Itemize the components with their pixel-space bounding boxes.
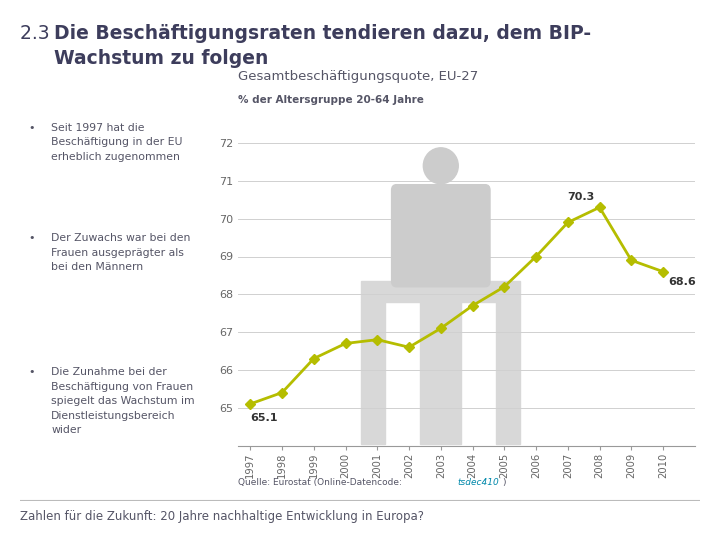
Text: •: • [28, 233, 35, 244]
Text: tsdec410: tsdec410 [457, 478, 499, 487]
Text: Zahlen für die Zukunft: 20 Jahre nachhaltige Entwicklung in Europa?: Zahlen für die Zukunft: 20 Jahre nachhal… [20, 510, 424, 523]
Bar [361, 302, 385, 444]
Text: •: • [28, 123, 35, 133]
FancyBboxPatch shape [392, 185, 490, 287]
Bar [361, 281, 520, 302]
Ellipse shape [423, 148, 458, 184]
Text: Seit 1997 hat die
Beschäftigung in der EU
erheblich zugenommen: Seit 1997 hat die Beschäftigung in der E… [51, 123, 183, 161]
Text: % der Altersgruppe 20-64 Jahre: % der Altersgruppe 20-64 Jahre [238, 95, 423, 105]
Text: 70.3: 70.3 [567, 192, 595, 202]
Text: ): ) [502, 478, 505, 487]
Text: 65.1: 65.1 [251, 414, 278, 423]
Text: Die Zunahme bei der
Beschäftigung von Frauen
spiegelt das Wachstum im
Dienstleis: Die Zunahme bei der Beschäftigung von Fr… [51, 367, 195, 435]
Bar [420, 302, 462, 444]
Text: 68.6: 68.6 [668, 278, 696, 287]
Text: •: • [28, 367, 35, 377]
Text: 2.3: 2.3 [20, 24, 55, 43]
Text: Gesamtbeschäftigungsquote, EU-27: Gesamtbeschäftigungsquote, EU-27 [238, 70, 478, 83]
Text: Wachstum zu folgen: Wachstum zu folgen [54, 49, 269, 68]
Text: Quelle: Eurostat (Online-Datencode:: Quelle: Eurostat (Online-Datencode: [238, 478, 405, 487]
Text: Der Zuwachs war bei den
Frauen ausgeprägter als
bei den Männern: Der Zuwachs war bei den Frauen ausgepräg… [51, 233, 191, 272]
Text: Die Beschäftigungsraten tendieren dazu, dem BIP-: Die Beschäftigungsraten tendieren dazu, … [54, 24, 591, 43]
Bar [496, 302, 520, 444]
